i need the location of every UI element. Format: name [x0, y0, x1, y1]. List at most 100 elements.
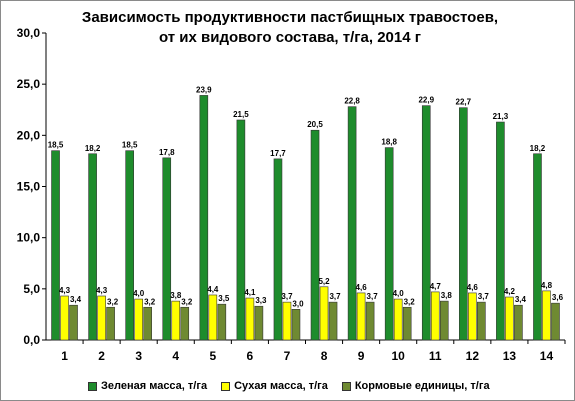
bar — [236, 119, 246, 341]
x-tick-label: 1 — [61, 349, 68, 363]
data-label: 3,0 — [292, 299, 304, 308]
bar — [69, 304, 78, 341]
bar — [88, 153, 97, 341]
bar — [356, 292, 366, 341]
data-label: 18,5 — [122, 141, 138, 150]
data-label: 23,9 — [196, 85, 212, 94]
bar — [254, 305, 264, 341]
y-tick-label: 25,0 — [17, 77, 41, 91]
data-label: 4,8 — [541, 281, 553, 290]
y-tick-label: 0,0 — [23, 333, 40, 347]
bar — [347, 106, 357, 341]
bar — [402, 306, 412, 341]
legend: Зеленая масса, т/га Сухая масса, т/га Ко… — [88, 379, 490, 393]
legend-swatch-dry-mass — [221, 381, 231, 391]
bar — [245, 297, 255, 341]
data-label: 3,8 — [170, 291, 182, 300]
bar — [60, 295, 69, 341]
bar — [273, 158, 283, 341]
data-label: 17,7 — [270, 149, 286, 158]
data-label: 22,7 — [456, 98, 472, 107]
bar — [125, 150, 134, 341]
data-label: 3,3 — [255, 296, 267, 305]
bar — [319, 286, 329, 341]
data-label: 22,8 — [344, 97, 360, 106]
y-tick-label: 15,0 — [17, 180, 41, 194]
bar — [439, 300, 449, 341]
chart-title-line-2: от их видового состава, т/га, 2014 г — [159, 29, 421, 46]
y-tick-label: 20,0 — [17, 128, 41, 142]
bar — [180, 306, 190, 341]
bar — [468, 292, 477, 341]
x-tick-label: 2 — [98, 349, 105, 363]
bar — [533, 153, 542, 341]
x-tick-label: 11 — [429, 349, 442, 363]
bar — [162, 157, 172, 341]
x-tick-label: 7 — [284, 349, 291, 363]
data-label: 18,2 — [530, 144, 546, 153]
data-label: 3,7 — [281, 292, 293, 301]
x-tick-label: 4 — [172, 349, 179, 363]
legend-item-green-mass: Зеленая масса, т/га — [88, 379, 207, 393]
x-tick-label: 13 — [503, 349, 517, 363]
legend-swatch-green-mass — [88, 381, 97, 391]
y-tick-label: 10,0 — [17, 231, 41, 245]
x-tick-label: 5 — [209, 349, 216, 363]
bar — [328, 301, 338, 341]
bar — [217, 303, 227, 341]
x-tick-label: 9 — [358, 349, 365, 363]
data-label: 4,4 — [207, 285, 219, 294]
y-tick-label: 30,0 — [17, 26, 41, 40]
data-label: 3,2 — [144, 297, 156, 306]
bar — [106, 306, 115, 341]
data-label: 18,5 — [48, 141, 64, 150]
bar — [514, 304, 523, 341]
data-label: 4,7 — [430, 282, 442, 291]
bar — [542, 290, 551, 341]
bar — [430, 291, 440, 341]
data-label: 18,8 — [381, 138, 397, 147]
bar — [51, 150, 60, 341]
bar — [171, 300, 181, 341]
bars — [51, 95, 560, 341]
data-label: 3,8 — [441, 291, 453, 300]
data-label: 3,5 — [218, 294, 230, 303]
data-label: 3,7 — [367, 292, 379, 301]
legend-label-feed-units: Кормовые единицы, т/га — [354, 380, 490, 392]
x-tick-label: 3 — [135, 349, 142, 363]
data-label: 20,5 — [307, 120, 323, 129]
axes: 0,05,010,015,020,025,030,01 2 3 4 5 6 7 8 9 10 11 1… — [17, 26, 566, 363]
data-label: 3,2 — [107, 297, 119, 306]
bar — [365, 301, 375, 341]
chart-title-line-1: Зависимость продуктивности пастбищных тр… — [81, 9, 499, 26]
data-label: 4,6 — [356, 283, 368, 292]
data-label: 22,9 — [418, 96, 434, 105]
legend-swatch-feed-units — [341, 381, 351, 391]
data-label: 4,3 — [59, 286, 71, 295]
data-label: 4,6 — [467, 283, 479, 292]
bar — [393, 298, 403, 341]
bar — [505, 296, 514, 341]
bar — [459, 107, 468, 341]
x-tick-label: 10 — [391, 349, 405, 363]
bar — [199, 95, 209, 341]
bar — [310, 129, 320, 341]
bar — [421, 105, 431, 341]
data-label: 4,0 — [393, 289, 405, 298]
y-tick-label: 5,0 — [23, 282, 40, 296]
x-tick-label: 14 — [540, 349, 554, 363]
bar — [134, 298, 143, 341]
bar — [208, 294, 218, 341]
data-label: 4,3 — [96, 286, 108, 295]
bar — [551, 302, 560, 341]
bar — [384, 147, 394, 341]
legend-item-dry-mass: Сухая масса, т/га — [221, 379, 328, 393]
bar — [97, 295, 106, 341]
data-label: 18,2 — [85, 144, 101, 153]
data-label: 3,6 — [552, 293, 564, 302]
data-label: 21,3 — [493, 112, 509, 121]
data-label: 5,2 — [318, 277, 330, 286]
data-label: 3,2 — [404, 297, 416, 306]
data-label: 4,1 — [244, 288, 256, 297]
